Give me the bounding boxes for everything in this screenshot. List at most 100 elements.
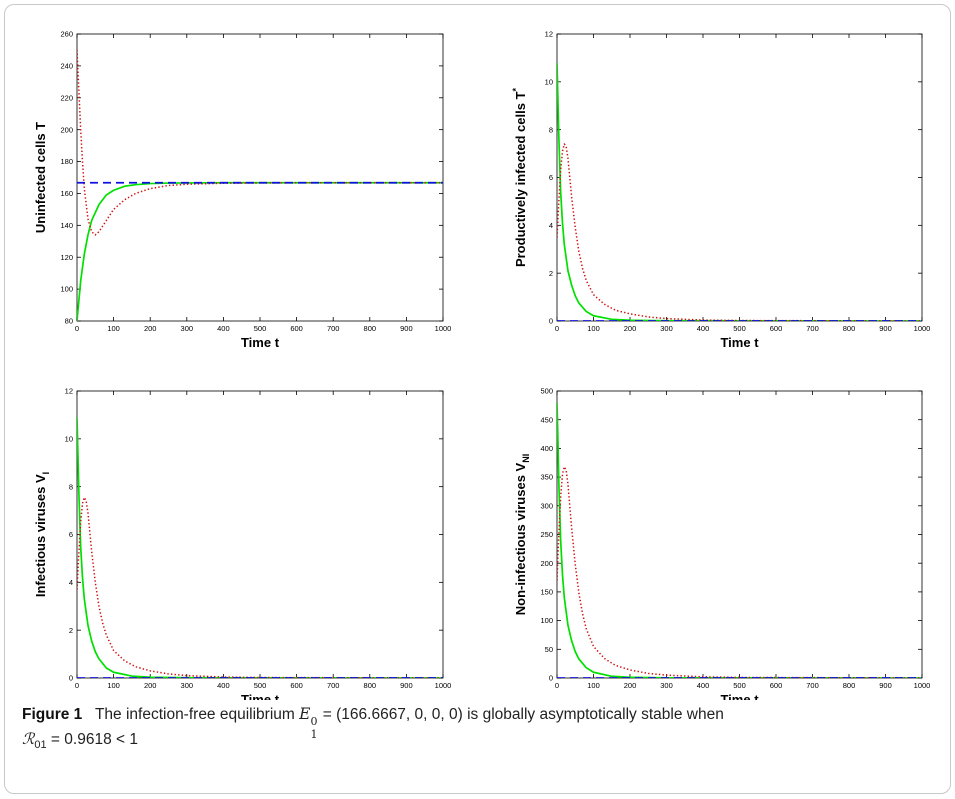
x-tick-label: 100 (107, 681, 120, 690)
plot-frame (556, 33, 923, 322)
y-tick-label: 260 (60, 30, 73, 39)
plot-frame (76, 33, 444, 322)
y-tick-label: 240 (60, 61, 73, 70)
y-tick-label: 50 (545, 645, 553, 654)
chart-1: 0 100 200 300 400 500 600 700 800 900 1000 80 100 120… (33, 30, 451, 350)
y-tick-label: 150 (540, 588, 553, 597)
x-tick-label: 1000 (914, 681, 931, 690)
y-tick-label: 4 (549, 221, 553, 230)
series-line-dotted (77, 496, 443, 678)
y-axis-label-sub: I (41, 472, 51, 475)
y-tick-label: 160 (60, 189, 73, 198)
x-tick-label: 400 (697, 681, 710, 690)
x-axis-label: Time t (720, 335, 759, 350)
x-tick-label: 700 (327, 681, 340, 690)
y-axis-label: Productively infected cells T* (511, 87, 528, 267)
y-tick-label: 6 (69, 530, 73, 539)
x-tick-label: 500 (733, 681, 746, 690)
series-line-solid (557, 402, 922, 678)
x-tick-label: 900 (400, 324, 413, 333)
y-tick-label: 6 (549, 173, 553, 182)
x-tick-label: 300 (660, 324, 673, 333)
y-tick-label: 2 (549, 269, 553, 278)
y-tick-label: 450 (540, 415, 553, 424)
x-tick-label: 200 (144, 324, 157, 333)
series-line-dotted (77, 49, 443, 236)
y-tick-label: 180 (60, 157, 73, 166)
figure-caption: Figure 1 The infection-free equilibrium … (22, 702, 922, 757)
caption-eq-sup: 0 (310, 715, 318, 728)
x-tick-label: 500 (254, 681, 267, 690)
caption-r-sub: 01 (34, 739, 47, 752)
y-axis-label-text: Productively infected cells T (513, 91, 528, 267)
plot-frame (76, 390, 444, 679)
x-tick-label: 200 (624, 681, 637, 690)
x-tick-label: 0 (555, 324, 559, 333)
y-tick-label: 8 (69, 482, 73, 491)
series-group (77, 49, 443, 321)
series-line-solid (557, 62, 922, 321)
x-tick-label: 200 (144, 681, 157, 690)
y-tick-label: 10 (65, 434, 73, 443)
x-tick-label: 400 (217, 681, 230, 690)
y-tick-label: 120 (60, 253, 73, 262)
x-tick-label: 0 (75, 324, 79, 333)
x-tick-label: 300 (181, 324, 194, 333)
x-axis-label: Time t (241, 335, 280, 350)
y-tick-label: 100 (540, 616, 553, 625)
x-tick-label: 500 (733, 324, 746, 333)
y-tick-label: 2 (69, 626, 73, 635)
x-tick-label: 100 (587, 324, 600, 333)
plot-frame (556, 390, 923, 679)
chart-3: 0 100 200 300 400 500 600 700 800 900 1000 0 2 4 6 8 10 1… (33, 387, 451, 700)
y-axis-label-text: Non-infectious viruses V (513, 462, 528, 615)
chart-4: 0 100 200 300 400 500 600 700 800 900 1000 0 50 100 15… (513, 387, 930, 700)
caption-r-symbol: ℛ (22, 730, 35, 748)
caption-label: Figure 1 (22, 706, 83, 723)
x-tick-label: 800 (364, 681, 377, 690)
x-tick-label: 400 (217, 324, 230, 333)
series-line-dotted (557, 466, 922, 678)
caption-r-value: = 0.9618 < 1 (46, 731, 138, 748)
y-axis-label-sub: NI (521, 454, 531, 463)
x-tick-label: 700 (806, 324, 819, 333)
x-tick-label: 500 (254, 324, 267, 333)
x-tick-label: 600 (290, 681, 303, 690)
y-tick-label: 250 (540, 530, 553, 539)
caption-eq-value: = (166.6667, 0, 0, 0) is globally asympt… (318, 706, 724, 723)
y-axis-label: Uninfected cells T (33, 122, 48, 233)
y-tick-label: 10 (545, 77, 553, 86)
x-tick-label: 800 (843, 324, 856, 333)
series-line-dotted (557, 143, 922, 321)
x-tick-label: 800 (843, 681, 856, 690)
x-tick-label: 100 (587, 681, 600, 690)
y-tick-label: 300 (540, 501, 553, 510)
y-tick-label: 200 (60, 125, 73, 134)
x-tick-label: 0 (75, 681, 79, 690)
figure-frame (4, 4, 951, 794)
y-axis-label-text: Uninfected cells T (33, 122, 48, 233)
x-tick-label: 900 (879, 681, 892, 690)
x-tick-label: 600 (770, 681, 783, 690)
x-tick-label: 300 (660, 681, 673, 690)
y-tick-label: 500 (540, 387, 553, 396)
y-tick-label: 0 (69, 674, 73, 683)
y-axis-label-text: Infectious viruses V (33, 474, 48, 597)
chart-2: 0 100 200 300 400 500 600 700 800 900 1000 0 2 4 6 8 10 1… (511, 30, 930, 350)
y-axis-label: Infectious viruses VI (33, 472, 51, 597)
y-tick-label: 140 (60, 221, 73, 230)
x-tick-label: 600 (290, 324, 303, 333)
y-axis-label: Non-infectious viruses VNI (513, 454, 531, 615)
series-group (557, 62, 922, 321)
y-tick-label: 12 (545, 30, 553, 39)
y-tick-label: 400 (540, 444, 553, 453)
y-tick-label: 220 (60, 93, 73, 102)
caption-text: The infection-free equilibrium (94, 706, 295, 723)
y-tick-label: 100 (60, 285, 73, 294)
series-line-solid (77, 417, 443, 678)
x-tick-label: 900 (879, 324, 892, 333)
x-axis-label: Time t (720, 692, 759, 700)
y-tick-label: 200 (540, 559, 553, 568)
series-group (77, 417, 443, 678)
series-group (557, 402, 922, 678)
